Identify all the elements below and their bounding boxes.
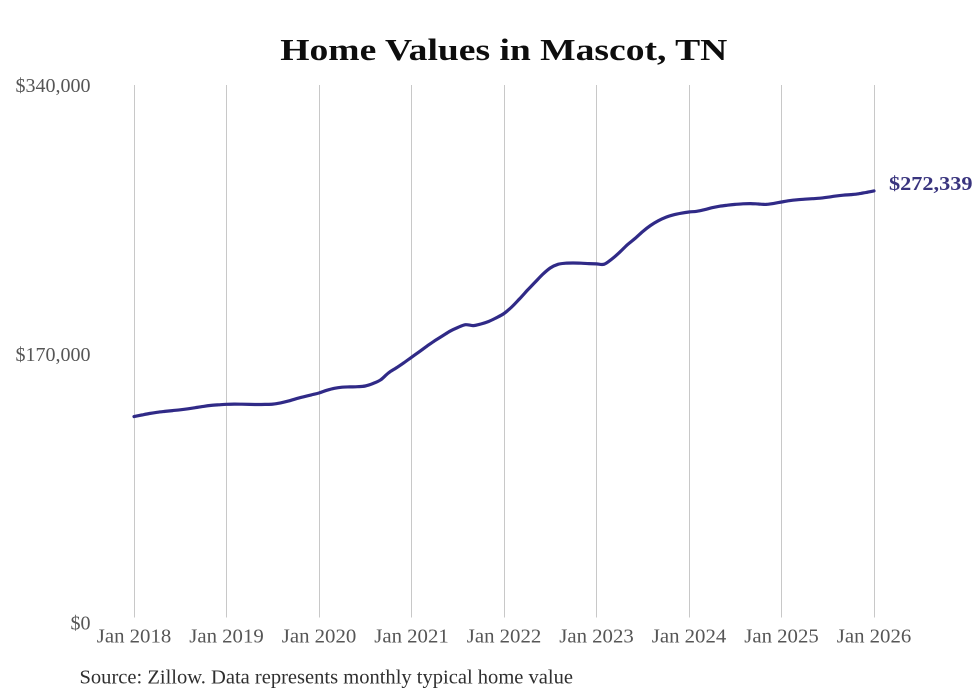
svg-text:Jan 2023: Jan 2023 — [559, 626, 634, 648]
svg-text:Source: Zillow. Data represent: Source: Zillow. Data represents monthly … — [80, 667, 574, 689]
svg-text:$272,339: $272,339 — [889, 173, 973, 195]
svg-text:Jan 2018: Jan 2018 — [97, 626, 172, 648]
svg-text:Jan 2026: Jan 2026 — [837, 626, 912, 648]
svg-text:Jan 2022: Jan 2022 — [467, 626, 542, 648]
svg-text:Home Values in Mascot, TN: Home Values in Mascot, TN — [280, 32, 727, 67]
svg-text:Jan 2019: Jan 2019 — [189, 626, 264, 648]
svg-text:Jan 2021: Jan 2021 — [374, 626, 449, 648]
svg-text:Jan 2024: Jan 2024 — [652, 626, 727, 648]
svg-text:Jan 2020: Jan 2020 — [282, 626, 357, 648]
svg-text:$170,000: $170,000 — [16, 344, 91, 366]
svg-text:$0: $0 — [71, 613, 91, 635]
svg-text:Jan 2025: Jan 2025 — [744, 626, 819, 648]
svg-text:$340,000: $340,000 — [16, 75, 91, 97]
